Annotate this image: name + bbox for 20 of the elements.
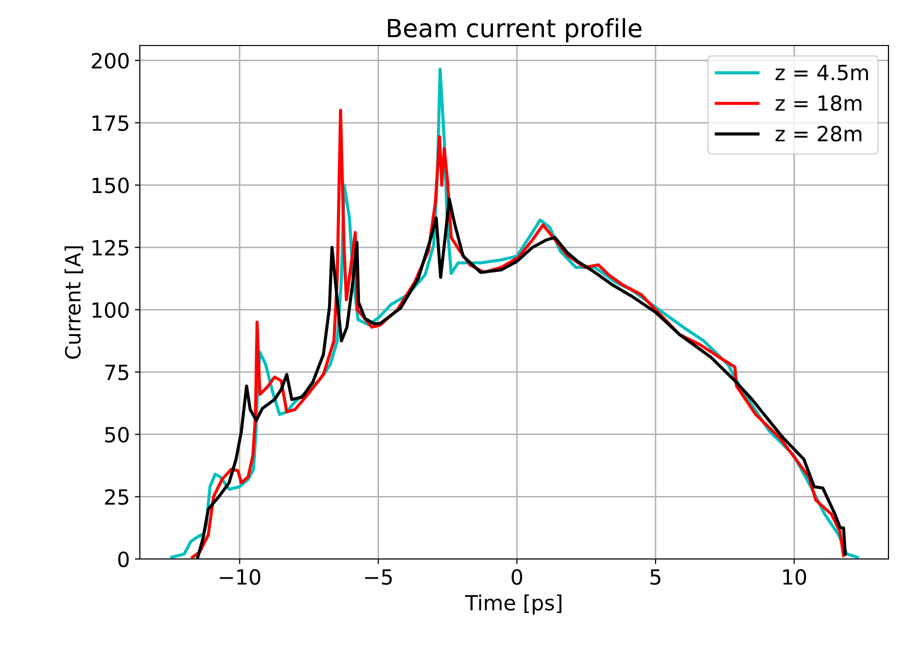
- x-tick-label: 10: [783, 569, 806, 585]
- y-tick-label: 75: [105, 364, 128, 380]
- legend-label: z = 28m: [776, 126, 862, 142]
- x-tick-label: −10: [220, 569, 260, 585]
- y-tick-label: 0: [118, 551, 129, 568]
- y-tick-label: 125: [92, 240, 128, 256]
- x-axis-title: Time [ps]: [465, 594, 562, 615]
- legend-label: z = 4.5m: [776, 64, 868, 80]
- y-axis-title: Current [A]: [64, 246, 84, 359]
- y-tick-label: 175: [92, 116, 128, 131]
- x-tick-label: 0: [512, 569, 522, 585]
- legend-label: z = 18m: [776, 95, 862, 111]
- x-tick-label: −5: [365, 569, 392, 585]
- y-tick-label: 150: [92, 178, 129, 194]
- chart-title: Beam current profile: [388, 18, 642, 42]
- x-tick-label: 5: [650, 569, 660, 585]
- y-tick-label: 50: [105, 426, 129, 443]
- y-tick-label: 100: [92, 302, 129, 318]
- y-tick-label: 25: [105, 489, 128, 505]
- y-tick-label: 200: [92, 52, 129, 69]
